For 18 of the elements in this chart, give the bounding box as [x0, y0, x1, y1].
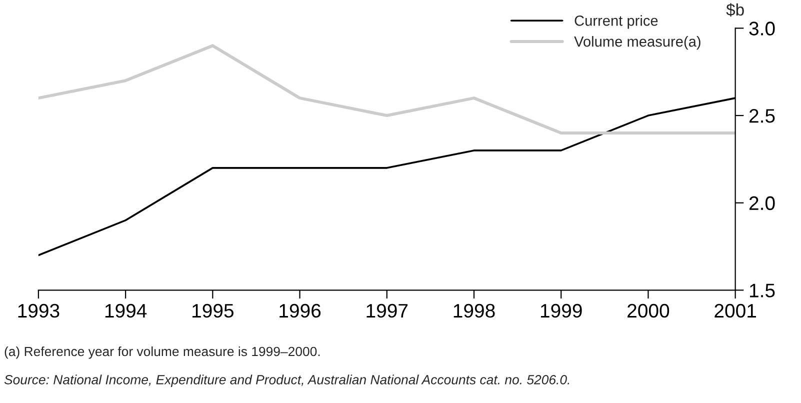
x-tick-label: 1993: [18, 304, 60, 318]
x-tick-label: 1998: [454, 304, 495, 318]
y-tick-label: 2.0: [749, 196, 775, 210]
x-tick-label: 2000: [628, 304, 670, 318]
x-tick-label: 1996: [280, 304, 321, 318]
y-tick-label: 2.5: [749, 108, 775, 123]
y-axis-title: $b: [726, 3, 744, 17]
y-tick-label: 3.0: [749, 22, 775, 36]
x-tick-label: 1999: [540, 304, 582, 318]
x-tick-label: 1997: [366, 304, 408, 318]
y-tick-label: 1.5: [750, 284, 775, 298]
x-tick-label: 2001: [714, 304, 756, 318]
x-tick-label: 1994: [105, 304, 147, 318]
legend-label: Current price: [574, 15, 658, 29]
x-tick-label: 1995: [192, 304, 234, 318]
legend-label: Volume measure(a): [574, 36, 700, 50]
source-note: Source: National Income, Expenditure and Product, Australian National Accounts cat. no. 5206.0.: [4, 374, 570, 387]
text: (a) Reference year for volume measure is 1999–2000.: [4, 346, 320, 359]
